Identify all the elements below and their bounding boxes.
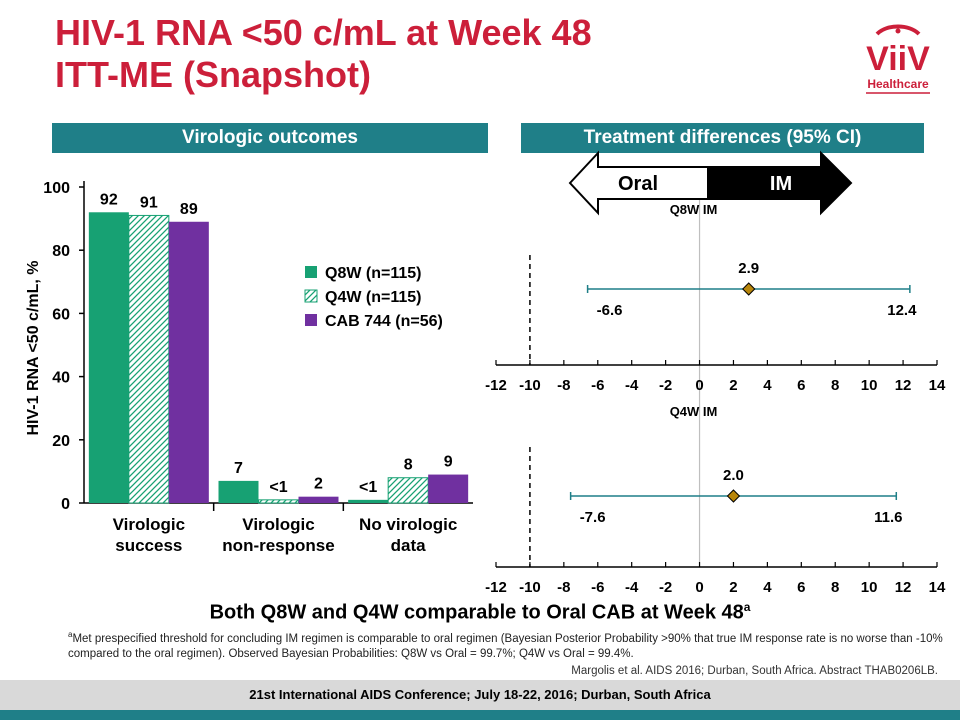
footnote-marker: a [68, 630, 73, 639]
forest-x-tick-label: 4 [763, 377, 772, 394]
point-estimate-label: 2.9 [738, 260, 759, 277]
bar-value-label: 89 [180, 201, 198, 218]
bar [387, 477, 429, 504]
forest-x-tick-label: 14 [929, 377, 946, 394]
forest-x-tick-label: 8 [831, 377, 839, 394]
bar-chart-y-axis-label: HIV-1 RNA <50 c/mL, % [25, 260, 42, 435]
bar-value-label: <1 [359, 479, 377, 496]
legend-label: Q8W (n=115) [325, 265, 421, 282]
point-estimate-diamond [742, 282, 756, 296]
bar-value-label: 92 [100, 191, 118, 208]
bar-value-label: 2 [314, 476, 323, 493]
forest-x-tick-label: 8 [831, 579, 839, 596]
title-line-1: HIV-1 RNA <50 c/mL at Week 48 [55, 12, 592, 53]
forest-panel-label: Q4W IM [670, 404, 718, 419]
treatment-differences-banner: Treatment differences (95% CI) [521, 123, 924, 153]
legend-label: Q4W (n=115) [325, 289, 421, 306]
legend-swatch [304, 289, 318, 303]
bar-value-label: 7 [234, 460, 243, 477]
bar-y-tick-label: 60 [52, 306, 70, 323]
forest-x-tick-label: -6 [591, 579, 604, 596]
ci-lower-label: -7.6 [580, 509, 606, 526]
legend-swatch [305, 266, 317, 278]
viiv-logo: ViiV Healthcare [866, 24, 930, 94]
bar [348, 499, 389, 503]
bar [128, 214, 170, 504]
bar-category-label: Virologic [113, 515, 185, 534]
arrow-right-label: IM [770, 173, 792, 195]
logo-text: ViiV [866, 40, 930, 78]
bar [298, 496, 339, 503]
forest-x-tick-label: -12 [485, 377, 507, 394]
bar [88, 212, 129, 503]
forest-x-tick-label: 6 [797, 377, 805, 394]
forest-x-tick-label: 6 [797, 579, 805, 596]
forest-x-tick-label: 12 [895, 579, 912, 596]
bar-value-label: 91 [140, 194, 158, 211]
forest-x-tick-label: 12 [895, 377, 912, 394]
footnote: aMet prespecified threshold for concludi… [68, 627, 948, 662]
forest-x-tick-label: 14 [929, 579, 946, 596]
bar-y-tick-label: 20 [52, 433, 70, 450]
legend-swatch [305, 314, 317, 326]
point-estimate-label: 2.0 [723, 467, 744, 484]
forest-x-tick-label: -2 [659, 579, 672, 596]
forest-plot: -12 -10 -8 -6 -4 -2 0 2 4 6 8 10 12 14 Q8W IM 2.9 -6.6 12… [485, 200, 946, 596]
arrow-right-im [707, 150, 853, 216]
bar-y-tick-label: 0 [61, 496, 70, 513]
conclusion-text: Both Q8W and Q4W comparable to Oral CAB … [209, 601, 744, 624]
ci-lower-label: -6.6 [597, 302, 623, 319]
ci-upper-label: 11.6 [874, 509, 902, 526]
footer-stripe [0, 710, 960, 720]
oral-im-arrow: Oral IM [568, 150, 853, 216]
bar [258, 499, 299, 504]
reference: Margolis et al. AIDS 2016; Durban, South… [571, 665, 938, 677]
arrow-left-label: Oral [618, 173, 658, 195]
bar-category-label: non-response [222, 536, 334, 555]
point-estimate-diamond [726, 489, 741, 503]
bar-value-label: 8 [404, 457, 413, 474]
virologic-outcomes-banner: Virologic outcomes [52, 123, 488, 153]
forest-x-tick-label: 10 [861, 377, 878, 394]
conclusion-statement: Both Q8W and Q4W comparable to Oral CAB … [0, 594, 960, 626]
forest-x-tick-label: 4 [763, 579, 772, 596]
forest-x-tick-label: -4 [625, 579, 639, 596]
bar-category-label: data [391, 536, 427, 555]
forest-x-tick-label: 2 [729, 579, 737, 596]
forest-x-tick-label: 10 [861, 579, 878, 596]
bar-y-tick-label: 80 [52, 243, 70, 260]
forest-x-tick-label: -8 [557, 377, 570, 394]
logo-subtext: Healthcare [867, 77, 929, 91]
footnote-text: Met prespecified threshold for concludin… [68, 632, 943, 660]
bar [168, 221, 209, 503]
forest-x-tick-label: 0 [695, 377, 703, 394]
bar [218, 480, 259, 503]
conclusion-footnote-marker: a [743, 600, 751, 614]
forest-x-tick-label: -10 [519, 579, 541, 596]
slide-title: HIV-1 RNA <50 c/mL at Week 48 ITT-ME (Sn… [55, 12, 592, 96]
forest-panel-label: Q8W IM [670, 202, 718, 217]
title-line-2: ITT-ME (Snapshot) [55, 54, 371, 95]
forest-x-tick-label: 2 [729, 377, 737, 394]
bar-category-label: success [115, 536, 182, 555]
bar-value-label: <1 [269, 479, 287, 496]
forest-x-tick-label: -2 [659, 377, 672, 394]
forest-x-tick-label: -6 [591, 377, 604, 394]
legend-label: CAB 744 (n=56) [325, 313, 443, 330]
conference-footer: 21st International AIDS Conference; July… [0, 680, 960, 710]
forest-x-tick-label: -12 [485, 579, 507, 596]
bar [428, 474, 469, 503]
bar-y-tick-label: 40 [52, 370, 70, 387]
bar-category-label: No virologic [359, 515, 457, 534]
bar-category-label: Virologic [242, 515, 314, 534]
forest-x-tick-label: -10 [519, 377, 541, 394]
forest-x-tick-label: 0 [695, 579, 703, 596]
forest-x-tick-label: -8 [557, 579, 570, 596]
ci-upper-label: 12.4 [887, 302, 917, 319]
bar-value-label: 9 [444, 454, 453, 471]
forest-x-tick-label: -4 [625, 377, 639, 394]
bar-y-tick-label: 100 [43, 180, 70, 197]
